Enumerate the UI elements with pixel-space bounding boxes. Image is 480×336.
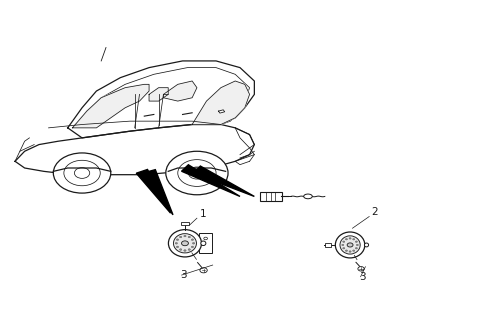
Ellipse shape	[173, 234, 196, 253]
Circle shape	[347, 243, 353, 247]
Polygon shape	[15, 125, 254, 175]
Circle shape	[356, 244, 359, 246]
Ellipse shape	[364, 243, 369, 247]
Ellipse shape	[336, 232, 365, 258]
Circle shape	[355, 248, 358, 249]
Polygon shape	[181, 165, 240, 197]
FancyBboxPatch shape	[260, 192, 282, 201]
FancyBboxPatch shape	[199, 233, 212, 253]
Circle shape	[353, 250, 355, 251]
Circle shape	[166, 151, 228, 195]
Circle shape	[200, 268, 207, 273]
Circle shape	[353, 239, 355, 240]
Polygon shape	[143, 170, 173, 215]
Polygon shape	[192, 81, 250, 125]
FancyBboxPatch shape	[325, 243, 331, 247]
Circle shape	[188, 249, 191, 250]
Circle shape	[342, 244, 344, 246]
Polygon shape	[68, 61, 254, 138]
Ellipse shape	[304, 194, 312, 199]
Circle shape	[358, 266, 364, 271]
Circle shape	[176, 239, 179, 241]
Polygon shape	[163, 81, 197, 101]
Circle shape	[175, 243, 178, 244]
Circle shape	[181, 241, 189, 246]
FancyBboxPatch shape	[181, 221, 189, 225]
Text: 1: 1	[199, 209, 206, 218]
Circle shape	[346, 239, 348, 240]
Circle shape	[349, 238, 351, 239]
Polygon shape	[149, 88, 168, 101]
Ellipse shape	[168, 229, 202, 257]
Circle shape	[180, 236, 182, 238]
Ellipse shape	[201, 241, 206, 246]
Circle shape	[53, 153, 111, 193]
Circle shape	[343, 241, 345, 242]
Circle shape	[346, 250, 348, 251]
Circle shape	[184, 250, 186, 251]
Circle shape	[188, 236, 191, 238]
Circle shape	[192, 243, 195, 244]
Text: 3: 3	[180, 270, 187, 281]
Ellipse shape	[340, 236, 360, 254]
Polygon shape	[218, 110, 225, 113]
Circle shape	[176, 246, 179, 248]
Polygon shape	[72, 84, 149, 128]
Circle shape	[180, 249, 182, 250]
Circle shape	[184, 235, 186, 237]
Circle shape	[191, 239, 193, 241]
Circle shape	[355, 241, 358, 242]
Text: 2: 2	[372, 207, 378, 217]
Text: 3: 3	[360, 272, 366, 282]
Circle shape	[349, 251, 351, 252]
Circle shape	[191, 246, 193, 248]
Polygon shape	[136, 169, 170, 213]
Polygon shape	[193, 166, 254, 197]
Circle shape	[343, 248, 345, 249]
